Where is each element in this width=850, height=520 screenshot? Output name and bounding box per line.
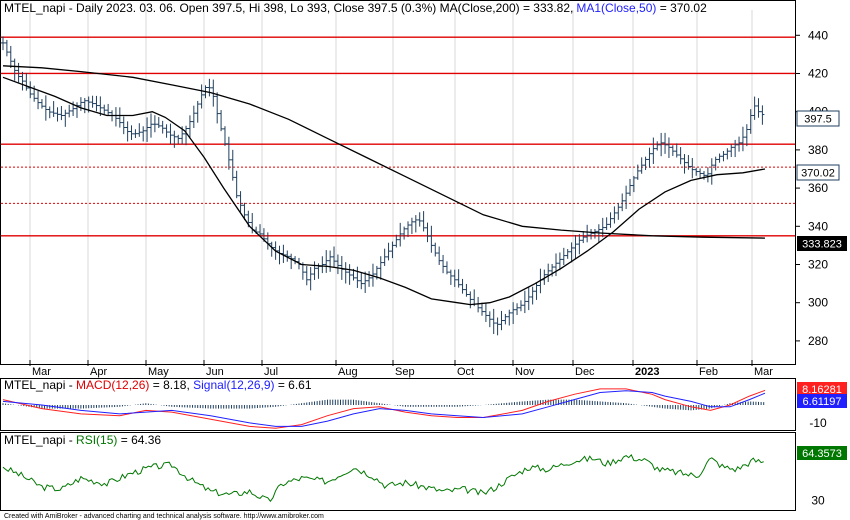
rsi-pane[interactable] bbox=[0, 432, 796, 511]
price-y-tick-label: 360 bbox=[808, 181, 828, 195]
rsi-line-path bbox=[2, 454, 764, 503]
price-y-tick-label: 380 bbox=[808, 143, 828, 157]
month-label: Dec bbox=[575, 366, 595, 378]
rsi-y-tick-label: 30 bbox=[811, 493, 825, 507]
x-axis-months: Mar Apr May Jun Jul Aug Sep Oct Nov Dec 2023 Feb Mar bbox=[29, 360, 773, 378]
month-label: Jul bbox=[264, 366, 278, 378]
footer-credit: Created with AmiBroker - advanced charti… bbox=[4, 513, 324, 520]
price-y-tick-label: 300 bbox=[808, 296, 828, 310]
month-label: Sep bbox=[395, 366, 415, 378]
signal-value-label: 6.61197 bbox=[803, 396, 842, 408]
rsi-line bbox=[2, 454, 764, 503]
month-label: Mar bbox=[32, 366, 51, 378]
moving-averages bbox=[2, 65, 766, 306]
month-gridlines bbox=[29, 10, 753, 364]
rsi-pane-title: MTEL_napi - RSI(15) = 64.36 bbox=[4, 433, 161, 447]
price-y-tick-label: 320 bbox=[808, 257, 828, 271]
macd-y-tick-label: -10 bbox=[809, 416, 827, 430]
ma50-line bbox=[2, 76, 766, 306]
month-label: Aug bbox=[338, 366, 358, 378]
macd-value-label: 8.16281 bbox=[802, 384, 842, 396]
rsi-value-box: 64.3573 bbox=[797, 446, 847, 460]
ma200-value-label: 333.823 bbox=[802, 239, 842, 251]
ma200-value-box: 333.823 bbox=[797, 236, 847, 251]
price-y-tick-label: 280 bbox=[808, 334, 828, 348]
rsi-value-label: 64.3573 bbox=[802, 448, 842, 460]
month-label: Feb bbox=[699, 366, 718, 378]
signal-line bbox=[2, 390, 766, 427]
price-y-tick-label: 420 bbox=[808, 66, 828, 80]
price-pane[interactable] bbox=[0, 0, 796, 365]
ma50-value-box: 370.02 bbox=[796, 164, 840, 181]
month-label: Jun bbox=[206, 366, 224, 378]
macd-pane[interactable] bbox=[0, 378, 796, 431]
price-y-tick-label: 340 bbox=[808, 219, 828, 233]
ma50-value-label: 370.02 bbox=[801, 168, 835, 180]
close-value-box: 397.5 bbox=[796, 110, 840, 127]
signal-value-box: 6.61197 bbox=[797, 394, 847, 408]
macd-lines bbox=[2, 388, 766, 429]
macd-pane-title: MTEL_napi - MACD(12,26) = 8.18, Signal(1… bbox=[4, 378, 312, 392]
month-label: Apr bbox=[90, 366, 107, 378]
price-y-tick-label: 440 bbox=[808, 28, 828, 42]
price-pane-title: MTEL_napi - Daily 2023. 03. 06. Open 397… bbox=[4, 1, 707, 15]
month-label: Oct bbox=[457, 366, 474, 378]
month-label: 2023 bbox=[635, 366, 659, 378]
month-label: Mar bbox=[754, 366, 773, 378]
close-value-label: 397.5 bbox=[804, 114, 832, 126]
macd-value-box: 8.16281 bbox=[797, 382, 847, 396]
month-label: Nov bbox=[515, 366, 535, 378]
macd-line bbox=[2, 388, 766, 429]
ma200-line bbox=[2, 65, 766, 239]
month-label: May bbox=[148, 366, 169, 378]
